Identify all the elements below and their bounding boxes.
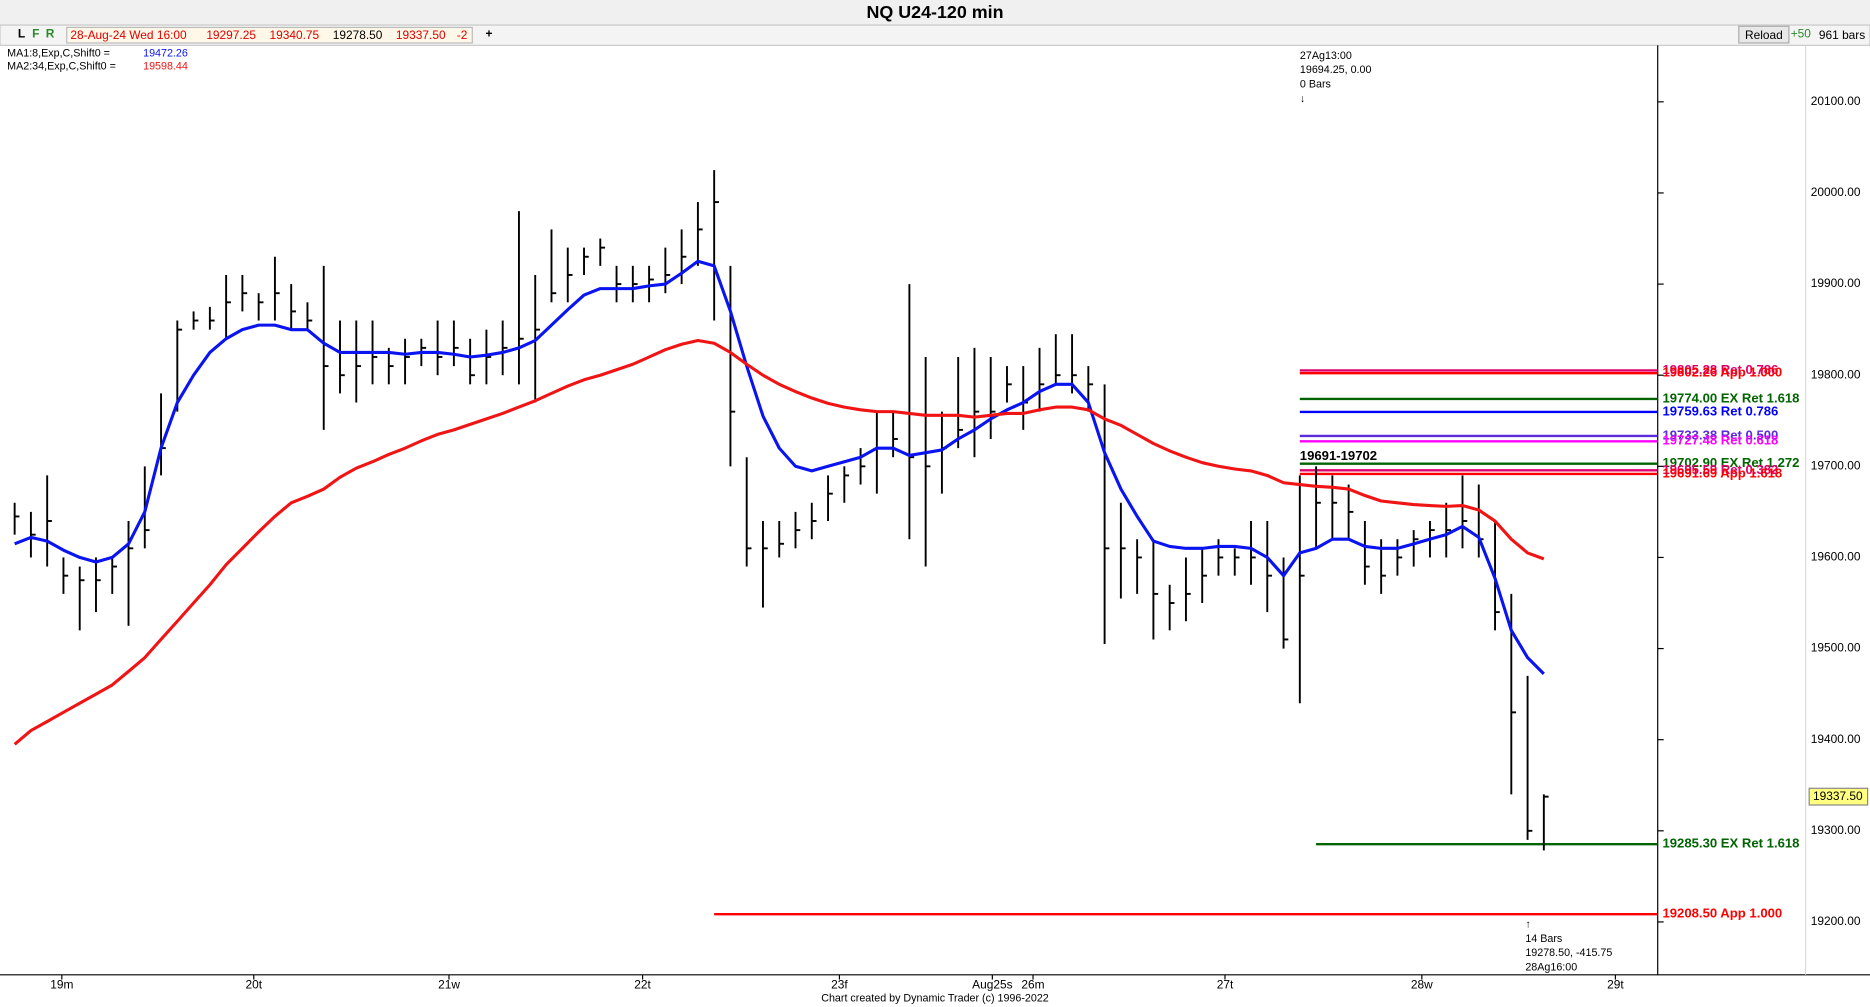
add-button[interactable]: + (485, 27, 492, 41)
level-label: 19733.38 Ret 0.500 (1662, 427, 1778, 442)
level-label: 19285.30 EX Ret 1.618 (1662, 836, 1799, 851)
quote-date: 28-Aug-24 Wed 16:00 (70, 28, 187, 42)
level-label: 19691.69 App 1.618 (1662, 465, 1782, 480)
level-label: 19802.26 App 1.000 (1662, 365, 1782, 380)
x-tick-label: 28w (1411, 978, 1433, 992)
ma-value: 19472.26 (143, 48, 188, 60)
y-tick-label: 19800.00 (1811, 367, 1861, 381)
ma-value: 19598.44 (143, 61, 188, 73)
quote-low: 19278.50 (333, 28, 383, 42)
level-label: 19695.59 Ret 0.382 (1662, 462, 1778, 477)
title-bar (0, 0, 1870, 26)
annotation: 28Ag16:00 (1525, 961, 1577, 973)
annotation: ↓ (1300, 93, 1305, 105)
last-price-label: 19337.50 (1813, 789, 1863, 803)
y-tick-label: 19600.00 (1811, 550, 1861, 564)
y-tick-label: 20100.00 (1811, 94, 1861, 108)
zone-label: 19691-19702 (1300, 448, 1377, 463)
quote-open: 19297.25 (206, 28, 256, 42)
annotation: 19278.50, -415.75 (1525, 947, 1612, 959)
y-tick-label: 19700.00 (1811, 458, 1861, 472)
y-tick-label: 19500.00 (1811, 641, 1861, 655)
level-label: 19759.63 Ret 0.786 (1662, 403, 1778, 418)
annotation: 27Ag13:00 (1300, 50, 1352, 62)
reload-button[interactable] (1738, 25, 1790, 44)
x-tick-label: 21w (438, 978, 460, 992)
x-tick-label: 22t (634, 978, 651, 992)
ma-label: MA1:8,Exp,C,Shift0 = (7, 48, 110, 60)
x-tick-label: 19m (50, 978, 73, 992)
x-tick-label: 23f (831, 978, 848, 992)
x-tick-label: 20t (246, 978, 263, 992)
y-tick-label: 19300.00 (1811, 823, 1861, 837)
y-tick-label: 19200.00 (1811, 914, 1861, 928)
moving-average (13, 338, 1545, 746)
ma-label: MA2:34,Exp,C,Shift0 = (7, 61, 116, 73)
toolbar-button[interactable]: R (46, 27, 55, 41)
quote-high: 19340.75 (270, 28, 320, 42)
level-label: 19702.90 EX Ret 1.272 (1662, 455, 1799, 470)
last-price-box (1808, 787, 1869, 806)
quote-close: 19337.50 (396, 28, 446, 42)
annotation: 0 Bars (1300, 79, 1331, 91)
footer: Chart created by Dynamic Trader (c) 1996… (821, 992, 1049, 1004)
level-label: 19208.50 App 1.000 (1662, 906, 1782, 921)
bar-count: 961 bars (1819, 28, 1865, 42)
toolbar-button[interactable]: F (32, 27, 39, 41)
level-label: 19805.28 Ret 0.786 (1662, 362, 1778, 377)
x-tick-label: 26m (1021, 978, 1044, 992)
y-tick-label: 19900.00 (1811, 276, 1861, 290)
quote-box (66, 26, 473, 44)
x-tick-label: 27t (1217, 978, 1234, 992)
x-tick-label: Aug25s (972, 978, 1012, 992)
y-tick-label: 20000.00 (1811, 185, 1861, 199)
moving-average (14, 259, 1545, 675)
step-label[interactable]: +50 (1791, 27, 1812, 41)
annotation: 14 Bars (1525, 933, 1562, 945)
annotation: 19694.25, 0.00 (1300, 64, 1372, 76)
level-label: 19774.00 EX Ret 1.618 (1662, 390, 1799, 405)
y-tick-label: 19400.00 (1811, 732, 1861, 746)
level-label: 19727.48 Ret 0.618 (1662, 433, 1778, 448)
reload-label[interactable]: Reload (1745, 28, 1783, 42)
toolbar-button[interactable]: L (18, 27, 25, 41)
annotation: ↑ (1525, 919, 1530, 931)
chart-title: NQ U24-120 min (866, 2, 1003, 22)
x-tick-label: 29t (1607, 978, 1624, 992)
quote-change: -2 (457, 28, 468, 42)
